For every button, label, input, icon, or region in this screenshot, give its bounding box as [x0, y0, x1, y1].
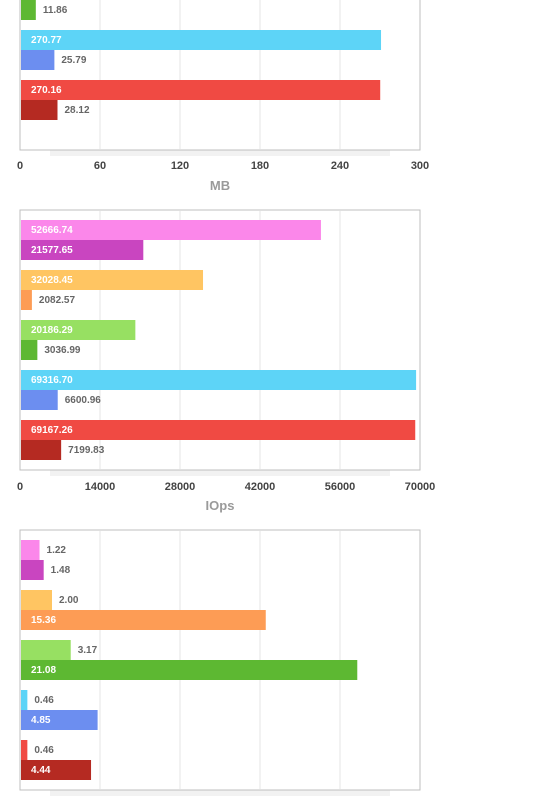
bar-value-label: 7199.83 [68, 445, 105, 456]
bar-value-label: 2082.57 [39, 295, 76, 306]
bar-value-label: 52666.74 [31, 225, 73, 236]
bar-value-label: 270.77 [31, 35, 62, 46]
x-tick-label: 0 [17, 160, 23, 172]
bar [21, 290, 32, 310]
bar-value-label: 69316.70 [31, 375, 73, 386]
bar-value-label: 11.86 [43, 5, 68, 16]
chart-shadow [50, 470, 390, 476]
x-tick-label: 60 [94, 160, 106, 172]
bar-value-label: 20186.29 [31, 325, 73, 336]
bar [21, 0, 36, 20]
bar [21, 560, 44, 580]
bar-value-label: 32028.45 [31, 275, 73, 286]
bar-value-label: 1.22 [47, 545, 67, 556]
bar [21, 80, 381, 100]
bar [21, 30, 382, 50]
bar [21, 220, 321, 240]
bar-value-label: 69167.26 [31, 425, 73, 436]
bar [21, 660, 358, 680]
chart-1: 78.8511.86270.7725.79270.1628.1206012018… [17, 0, 429, 193]
x-tick-label: 240 [331, 160, 349, 172]
bar-value-label: 21577.65 [31, 245, 73, 256]
bar [21, 540, 40, 560]
bar [21, 50, 55, 70]
x-tick-label: 42000 [245, 481, 276, 493]
bar [21, 100, 58, 120]
x-tick-label: 120 [171, 160, 189, 172]
plot-frame [19, 0, 421, 151]
x-tick-label: 28000 [165, 481, 196, 493]
x-tick-label: 70000 [405, 481, 436, 493]
x-tick-label: 56000 [325, 481, 356, 493]
bar-value-label: 270.16 [31, 85, 62, 96]
bar-value-label: 0.46 [34, 745, 54, 756]
bar-value-label: 28.12 [64, 105, 89, 116]
bar-value-label: 15.36 [31, 615, 56, 626]
bar [21, 760, 92, 780]
bar-value-label: 4.85 [31, 715, 51, 726]
x-tick-label: 0 [17, 481, 23, 493]
chart-shadow [50, 150, 390, 156]
x-tick-label: 180 [251, 160, 269, 172]
bar [21, 370, 417, 390]
bar-value-label: 4.44 [31, 765, 51, 776]
x-tick-label: 300 [411, 160, 429, 172]
bar [21, 390, 58, 410]
bar [21, 420, 416, 440]
bar [21, 640, 71, 660]
bar [21, 340, 38, 360]
bar [21, 240, 144, 260]
bar-value-label: 3.17 [78, 645, 98, 656]
bar-value-label: 2.00 [59, 595, 79, 606]
bar [21, 610, 266, 630]
bar-value-label: 0.46 [34, 695, 54, 706]
bar [21, 710, 98, 730]
bar [21, 740, 28, 760]
bar-value-label: 3036.99 [44, 345, 81, 356]
bar [21, 270, 204, 290]
x-axis-label: IOps [206, 498, 235, 513]
bar-value-label: 1.48 [51, 565, 71, 576]
bar [21, 320, 136, 340]
chart-2: 52666.74 21577.65 32028.45 2082.57 20186.29 3… [17, 209, 436, 513]
bar-value-label: 6600.96 [65, 395, 102, 406]
chart-shadow [50, 790, 390, 796]
bar [21, 690, 28, 710]
bar [21, 440, 62, 460]
x-tick-label: 14000 [85, 481, 116, 493]
bar-value-label: 21.08 [31, 665, 56, 676]
bar-value-label: 25.79 [61, 55, 86, 66]
bar [21, 590, 52, 610]
x-axis-label: MB [210, 178, 230, 193]
